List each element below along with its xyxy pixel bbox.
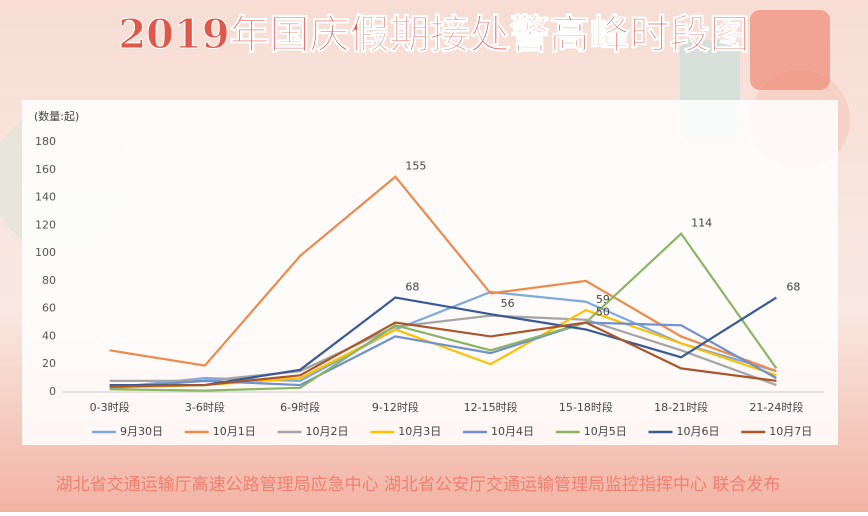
- legend-label: 9月30日: [120, 425, 163, 438]
- x-tick-label: 21-24时段: [749, 400, 803, 414]
- legend-label: 10月2日: [306, 425, 349, 438]
- y-tick-label: 20: [42, 357, 56, 370]
- data-label: 68: [786, 281, 800, 294]
- chart-title: 2019年国庆假期接处警高峰时段图: [118, 11, 749, 58]
- plot: 0 20 40 60 80 100 120 140 160 180 0-3时段 3-6时段 6-9时段 9…: [35, 135, 824, 438]
- series-line: [109, 232, 778, 392]
- legend-label: 10月4日: [491, 425, 534, 438]
- y-tick-label: 180: [35, 135, 56, 148]
- y-tick-label: 60: [42, 302, 56, 315]
- data-label: 114: [691, 217, 712, 230]
- x-tick-label: 0-3时段: [90, 400, 130, 414]
- legend-label: 10月5日: [584, 425, 627, 438]
- legend-label: 10月7日: [769, 425, 812, 438]
- data-label: 68: [405, 281, 419, 294]
- x-tick-label: 18-21时段: [654, 400, 708, 414]
- y-tick-label: 120: [35, 218, 56, 231]
- y-axis-label: (数量:起): [34, 110, 79, 123]
- series-line: [109, 314, 777, 387]
- y-tick-label: 140: [35, 191, 56, 204]
- y-tick-label: 160: [35, 163, 56, 176]
- x-tick-label: 3-6时段: [185, 400, 225, 414]
- x-tick-label: 12-15时段: [464, 400, 518, 414]
- data-label: 59: [596, 293, 610, 306]
- lantern: [750, 10, 830, 90]
- y-tick-label: 40: [42, 329, 56, 342]
- data-label: 50: [596, 306, 610, 319]
- y-tick-label: 100: [35, 246, 56, 259]
- chart-panel: [22, 100, 838, 445]
- legend-label: 10月6日: [677, 425, 720, 438]
- x-tick-label: 15-18时段: [559, 400, 613, 414]
- data-label: 155: [405, 160, 426, 173]
- legend-label: 10月1日: [213, 425, 256, 438]
- x-tick-label: 9-12时段: [372, 400, 419, 414]
- legend-label: 10月3日: [398, 425, 441, 438]
- y-tick-label: 80: [42, 274, 56, 287]
- y-tick-label: 0: [49, 385, 56, 398]
- series-line: [109, 321, 777, 388]
- x-tick-label: 6-9时段: [280, 400, 320, 414]
- data-label: 56: [501, 297, 515, 310]
- footer: 湖北省交通运输厅高速公路管理局应急中心 湖北省公安厅交通运输管理局监控指挥中心 …: [56, 475, 781, 495]
- series-line: [109, 175, 777, 373]
